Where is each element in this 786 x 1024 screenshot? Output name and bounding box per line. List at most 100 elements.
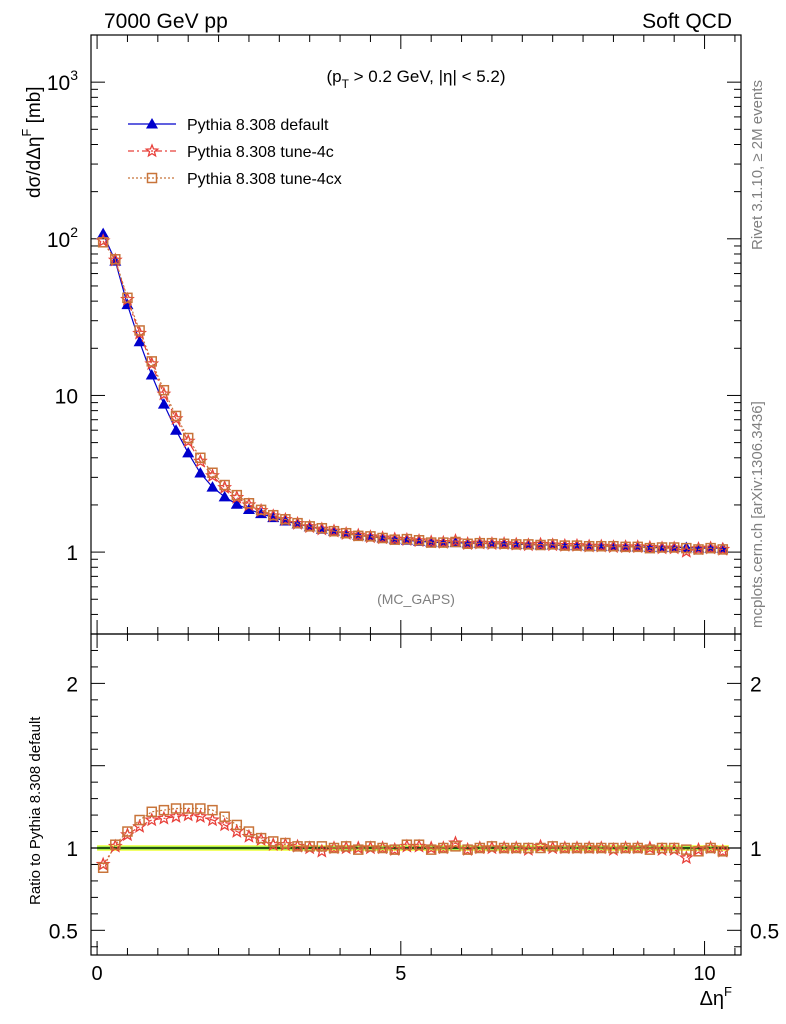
series-square-point xyxy=(328,525,340,537)
series-square-point xyxy=(377,532,388,544)
series-triangle-point xyxy=(230,498,243,509)
series-square-ratio-point xyxy=(510,842,522,854)
series-square-ratio-point xyxy=(231,819,243,831)
series-square-ratio-point xyxy=(632,842,643,854)
series-square-point xyxy=(182,432,194,444)
series-square-ratio-point xyxy=(353,844,364,855)
legend-label-star: Pythia 8.308 tune-4c xyxy=(187,144,334,161)
series-square-ratio-point xyxy=(644,844,656,855)
y-tick-label-main: 10 xyxy=(55,385,78,408)
series-triangle-point xyxy=(206,481,219,492)
series-square-point xyxy=(340,527,352,539)
y-tick-label-main: 1 xyxy=(66,542,78,565)
series-square-point xyxy=(231,489,243,501)
series-star-ratio-point xyxy=(144,812,160,827)
series-square-ratio-point xyxy=(583,842,595,854)
analysis-label: (MC_GAPS) xyxy=(377,591,455,607)
series-square-ratio-point xyxy=(195,803,206,814)
series-square-point xyxy=(401,533,413,545)
svg-text:ΔηF: ΔηF xyxy=(700,984,732,1010)
series-square-ratio-point xyxy=(523,842,534,854)
series-square-point xyxy=(547,539,558,550)
series-square-point xyxy=(243,498,255,509)
series-triangle-point xyxy=(145,369,158,380)
legend-marker-square xyxy=(146,172,158,184)
series-square-point xyxy=(705,542,716,554)
series-square-ratio-point xyxy=(255,832,267,844)
series-square-point xyxy=(571,540,583,551)
series-square-point xyxy=(717,544,729,555)
series-square-point xyxy=(498,538,510,550)
series-square-ratio-point xyxy=(462,844,473,855)
series-square-point xyxy=(583,540,595,552)
main-y-axis-title: dσ/dΔηF [mb] xyxy=(19,86,45,198)
series-square-ratio-point xyxy=(280,837,291,849)
x-tick-label: 5 xyxy=(395,963,406,985)
series-square-point xyxy=(486,537,498,549)
series-triangle-point xyxy=(157,398,170,409)
y-tick-label-base: 10 xyxy=(47,229,70,252)
series-square-point xyxy=(596,540,607,552)
series-square-ratio-point xyxy=(243,826,255,837)
series-square-point xyxy=(365,531,376,542)
series-square-ratio-point xyxy=(219,811,230,822)
series-square-point xyxy=(280,514,291,525)
series-square-ratio-point xyxy=(656,842,668,854)
series-triangle-line xyxy=(102,233,723,549)
series-star-ratio-point xyxy=(156,810,172,825)
series-star-line xyxy=(102,240,723,553)
series-triangle-point xyxy=(218,490,231,502)
series-star-ratio-point xyxy=(217,817,233,832)
series-square-point xyxy=(122,292,133,304)
svg-text:dσ/dΔηF [mb]: dσ/dΔηF [mb] xyxy=(19,86,45,198)
series-square-ratio-point xyxy=(340,841,352,852)
series-square-point xyxy=(510,539,522,550)
series-triangle-point xyxy=(182,446,195,458)
series-square-ratio-point xyxy=(122,826,133,837)
series-square-ratio-point xyxy=(304,841,315,852)
ratio-series-layer xyxy=(95,803,731,874)
series-square-point xyxy=(110,254,121,265)
rivet-version-label: Rivet 3.1.10, ≥ 2M events xyxy=(749,80,766,250)
y-tick-label-exponent: 2 xyxy=(70,224,78,240)
series-square-point xyxy=(681,542,692,554)
series-square-ratio-point xyxy=(401,839,413,850)
series-square-point xyxy=(255,504,267,516)
main-series-layer xyxy=(95,227,731,558)
series-square-ratio-point xyxy=(110,839,121,850)
series-square-ratio-point xyxy=(267,836,279,847)
series-square-point xyxy=(668,542,680,553)
series-square-ratio-point xyxy=(693,846,704,857)
series-square-point xyxy=(656,542,668,553)
series-square-ratio-point xyxy=(146,806,157,818)
series-square-point xyxy=(474,537,486,549)
series-square-ratio-point xyxy=(705,842,716,854)
series-square-ratio-point xyxy=(134,814,145,826)
y-tick-label-ratio-right: 2 xyxy=(750,673,762,696)
series-square-point xyxy=(97,237,109,248)
series-square-ratio-point xyxy=(97,862,109,874)
y-tick-label-base: 10 xyxy=(47,72,70,95)
series-square-ratio-point xyxy=(207,804,218,816)
legend-marker-triangle xyxy=(146,118,158,129)
series-square-ratio-point xyxy=(182,803,194,814)
series-square-point xyxy=(389,534,400,545)
legend-label-square: Pythia 8.308 tune-4cx xyxy=(187,171,342,188)
legend-marker-star xyxy=(144,143,160,158)
series-square-ratio-point xyxy=(547,841,558,852)
x-tick-label: 0 xyxy=(92,963,103,985)
series-square-ratio-point xyxy=(450,841,461,852)
series-square-point xyxy=(438,537,449,548)
y-tick-label-exponent: 3 xyxy=(70,67,78,83)
series-triangle-point xyxy=(170,424,183,435)
series-square-ratio-point xyxy=(170,803,182,814)
series-square-ratio-point xyxy=(413,839,425,850)
series-square-point xyxy=(207,467,218,479)
series-square-ratio-point xyxy=(608,842,619,854)
ratio-axis-ticks: 0 5 10 2 2 1 1 0.5 0.5 xyxy=(49,633,779,985)
series-triangle-point xyxy=(133,335,146,347)
cut-label: (pT > 0.2 GeV, |η| < 5.2) xyxy=(326,67,505,91)
series-square-point xyxy=(413,535,425,546)
